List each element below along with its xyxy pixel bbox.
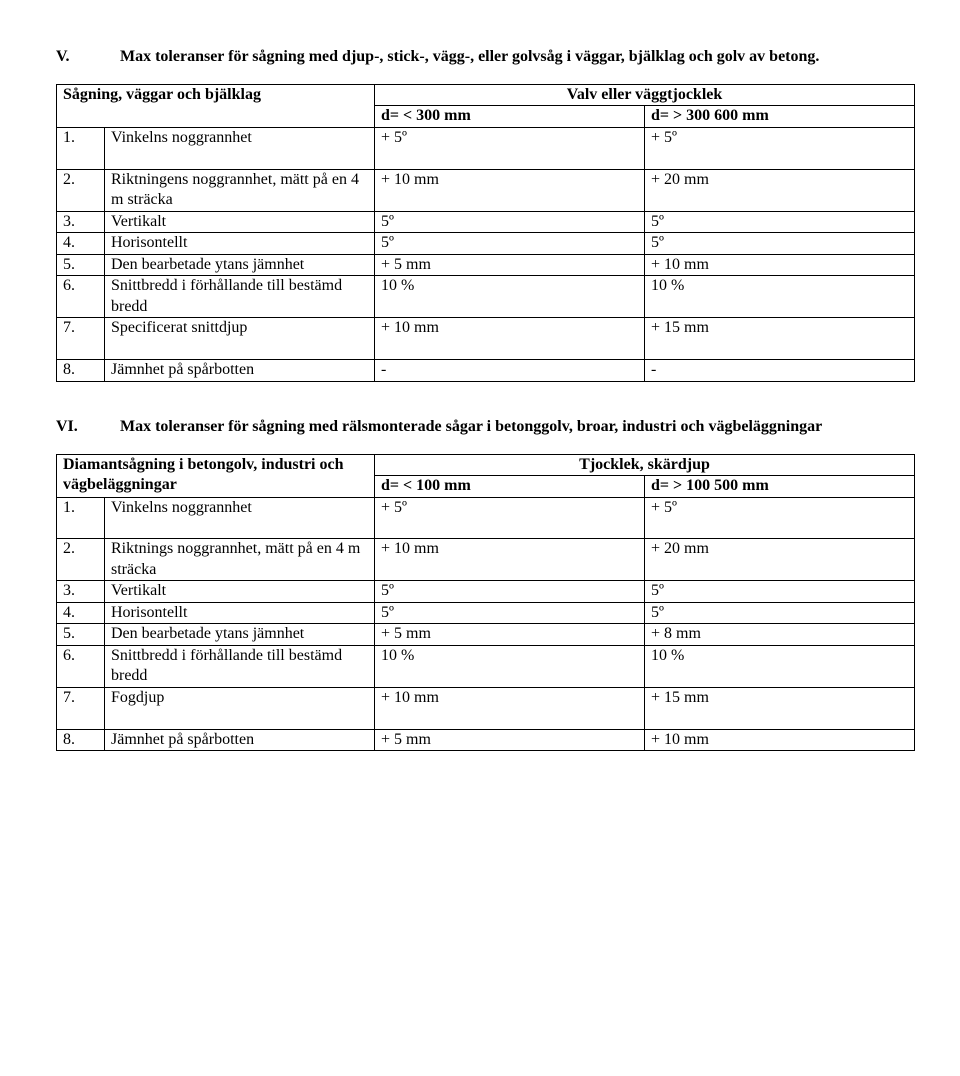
row-col4: + 5º bbox=[645, 497, 915, 518]
gap-cell bbox=[645, 339, 915, 360]
row-num: 8. bbox=[57, 360, 105, 381]
row-col4: + 8 mm bbox=[645, 624, 915, 645]
section-vi-num: VI. bbox=[56, 418, 120, 436]
row-label: Specificerat snittdjup bbox=[105, 318, 375, 339]
section-v-title: Max toleranser för sågning med djup-, st… bbox=[120, 48, 819, 66]
table-header-right: Valv eller väggtjocklek bbox=[375, 85, 915, 106]
row-col4: 10 % bbox=[645, 645, 915, 687]
row-num: 6. bbox=[57, 276, 105, 318]
row-label: Vertikalt bbox=[105, 581, 375, 602]
section-vi-heading: VI. Max toleranser för sågning med rälsm… bbox=[56, 418, 904, 436]
table-col4-header: d= > 100 500 mm bbox=[645, 476, 915, 497]
row-label: Den bearbetade ytans jämnhet bbox=[105, 624, 375, 645]
row-num: 5. bbox=[57, 254, 105, 275]
row-num: 4. bbox=[57, 602, 105, 623]
table-col4-header: d= > 300 600 mm bbox=[645, 106, 915, 127]
row-col3: 5º bbox=[375, 211, 645, 232]
table-header-right: Tjocklek, skärdjup bbox=[375, 454, 915, 475]
row-label: Snittbredd i förhållande till bestämd br… bbox=[105, 645, 375, 687]
gap-cell bbox=[645, 708, 915, 729]
row-col4: 5º bbox=[645, 233, 915, 254]
row-col3: + 5 mm bbox=[375, 729, 645, 750]
table-header-left: Diamantsågning i betongolv, industri och… bbox=[57, 454, 375, 497]
row-col3: + 10 mm bbox=[375, 318, 645, 339]
row-col3: + 5º bbox=[375, 127, 645, 148]
row-col3: + 5º bbox=[375, 497, 645, 518]
row-num: 3. bbox=[57, 581, 105, 602]
row-num: 7. bbox=[57, 318, 105, 339]
row-col4: + 15 mm bbox=[645, 687, 915, 708]
section-vi-title: Max toleranser för sågning med rälsmonte… bbox=[120, 418, 822, 436]
row-label: Vertikalt bbox=[105, 211, 375, 232]
row-label: Jämnhet på spårbotten bbox=[105, 729, 375, 750]
row-col3: 5º bbox=[375, 602, 645, 623]
gap-cell bbox=[57, 148, 105, 169]
gap-cell bbox=[105, 518, 375, 539]
table-v: Sågning, väggar och bjälklagValv eller v… bbox=[56, 84, 915, 382]
row-col3: 10 % bbox=[375, 276, 645, 318]
row-col3: 5º bbox=[375, 233, 645, 254]
row-col3: + 10 mm bbox=[375, 169, 645, 211]
gap-cell bbox=[105, 148, 375, 169]
row-col4: 5º bbox=[645, 602, 915, 623]
row-col3: + 5 mm bbox=[375, 624, 645, 645]
row-col3: + 10 mm bbox=[375, 687, 645, 708]
gap-cell bbox=[375, 339, 645, 360]
row-col4: 10 % bbox=[645, 276, 915, 318]
row-num: 6. bbox=[57, 645, 105, 687]
row-label: Snittbredd i förhållande till bestämd br… bbox=[105, 276, 375, 318]
row-col4: + 20 mm bbox=[645, 169, 915, 211]
row-col4: - bbox=[645, 360, 915, 381]
gap-cell bbox=[57, 708, 105, 729]
row-col4: 5º bbox=[645, 581, 915, 602]
row-col4: + 5º bbox=[645, 127, 915, 148]
section-v-num: V. bbox=[56, 48, 120, 66]
row-num: 7. bbox=[57, 687, 105, 708]
row-label: Den bearbetade ytans jämnhet bbox=[105, 254, 375, 275]
gap-cell bbox=[375, 708, 645, 729]
row-col4: + 20 mm bbox=[645, 539, 915, 581]
row-col3: + 5 mm bbox=[375, 254, 645, 275]
gap-cell bbox=[57, 339, 105, 360]
row-label: Horisontellt bbox=[105, 602, 375, 623]
section-v-heading: V. Max toleranser för sågning med djup-,… bbox=[56, 48, 904, 66]
table-header-left: Sågning, väggar och bjälklag bbox=[57, 85, 375, 128]
row-label: Horisontellt bbox=[105, 233, 375, 254]
row-num: 4. bbox=[57, 233, 105, 254]
row-col4: + 10 mm bbox=[645, 254, 915, 275]
row-label: Fogdjup bbox=[105, 687, 375, 708]
row-num: 8. bbox=[57, 729, 105, 750]
row-col3: - bbox=[375, 360, 645, 381]
row-col4: + 15 mm bbox=[645, 318, 915, 339]
row-col3: 10 % bbox=[375, 645, 645, 687]
row-label: Vinkelns noggrannhet bbox=[105, 127, 375, 148]
row-label: Riktningens noggrannhet, mätt på en 4 m … bbox=[105, 169, 375, 211]
table-col3-header: d= < 100 mm bbox=[375, 476, 645, 497]
gap-cell bbox=[375, 148, 645, 169]
gap-cell bbox=[57, 518, 105, 539]
gap-cell bbox=[645, 148, 915, 169]
gap-cell bbox=[105, 708, 375, 729]
row-num: 3. bbox=[57, 211, 105, 232]
row-num: 2. bbox=[57, 539, 105, 581]
row-num: 5. bbox=[57, 624, 105, 645]
row-col4: 5º bbox=[645, 211, 915, 232]
row-col3: + 10 mm bbox=[375, 539, 645, 581]
gap-cell bbox=[105, 339, 375, 360]
row-label: Riktnings noggrannhet, mätt på en 4 m st… bbox=[105, 539, 375, 581]
row-label: Jämnhet på spårbotten bbox=[105, 360, 375, 381]
gap-cell bbox=[375, 518, 645, 539]
table-vi: Diamantsågning i betongolv, industri och… bbox=[56, 454, 915, 752]
row-num: 1. bbox=[57, 497, 105, 518]
table-col3-header: d= < 300 mm bbox=[375, 106, 645, 127]
row-label: Vinkelns noggrannhet bbox=[105, 497, 375, 518]
gap-cell bbox=[645, 518, 915, 539]
row-col4: + 10 mm bbox=[645, 729, 915, 750]
row-num: 2. bbox=[57, 169, 105, 211]
row-num: 1. bbox=[57, 127, 105, 148]
row-col3: 5º bbox=[375, 581, 645, 602]
